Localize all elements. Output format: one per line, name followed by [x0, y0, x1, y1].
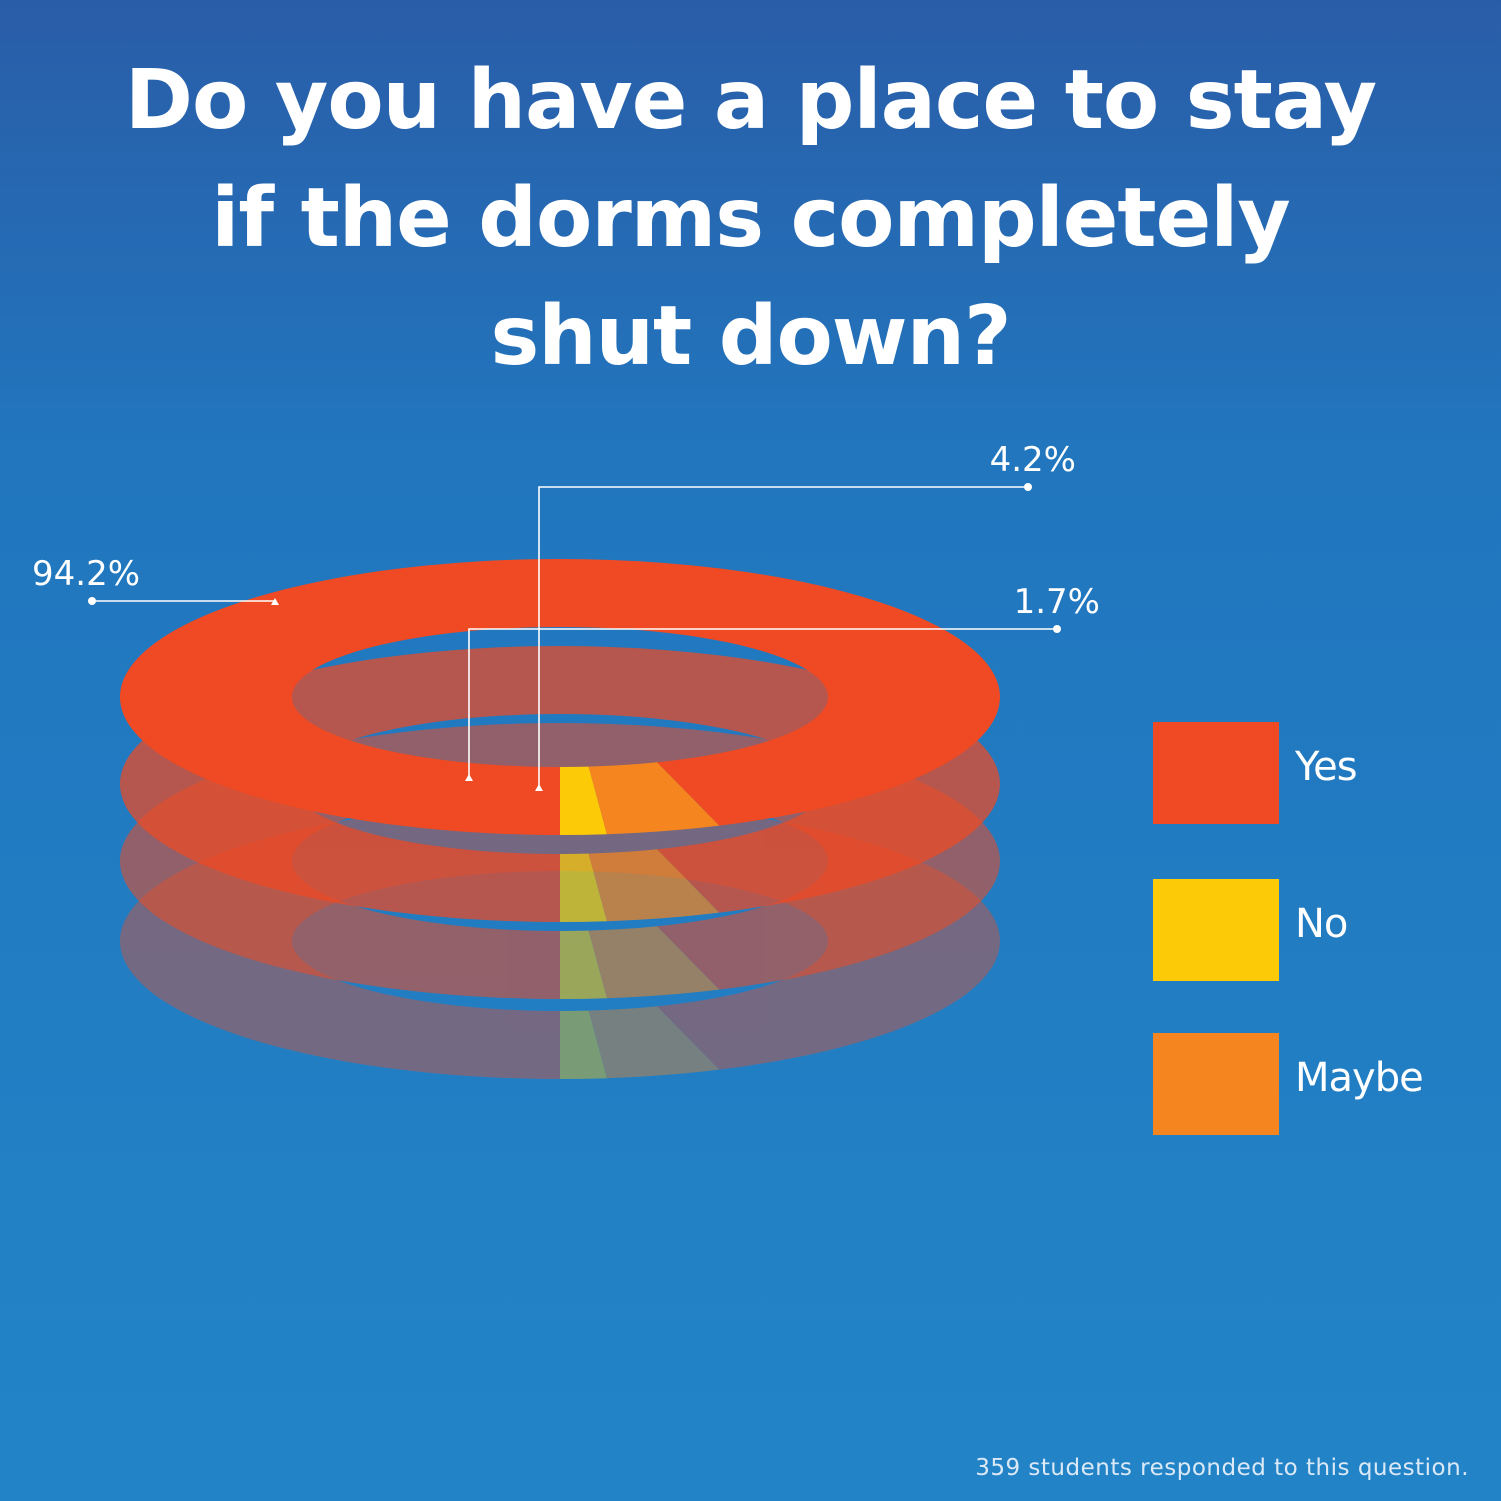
- leader-anchor-no: [465, 774, 473, 781]
- footnote: 359 students responded to this question.: [975, 1455, 1469, 1481]
- legend-label-no: No: [1295, 901, 1348, 947]
- title-line-2: if the dorms completely: [211, 171, 1291, 266]
- legend-item-no: No: [1153, 879, 1493, 981]
- ring-slice-maybe: [588, 926, 720, 999]
- ring-slice-maybe: [588, 1006, 720, 1079]
- ring-slice-no: [560, 766, 607, 836]
- legend-item-yes: Yes: [1153, 722, 1493, 824]
- pct-label-yes: 94.2%: [32, 554, 140, 594]
- ring-slice-no: [560, 930, 607, 999]
- legend-item-maybe: Maybe: [1153, 1033, 1493, 1135]
- leader-anchor-yes: [271, 598, 279, 605]
- leader-dot-yes: [88, 597, 96, 605]
- legend-swatch-maybe: [1153, 1033, 1279, 1135]
- leader-line-no: [468, 628, 1057, 777]
- ring-slice-maybe: [588, 849, 720, 922]
- leader-lines: [88, 483, 1061, 791]
- ring-slice-maybe: [588, 762, 720, 835]
- leader-dot-no: [1053, 625, 1061, 633]
- ring-slice-no: [560, 1010, 607, 1079]
- ring-slice-no: [560, 853, 607, 922]
- title-line-3: shut down?: [490, 289, 1011, 384]
- ring-layers: [119, 559, 1000, 1079]
- ring-layer-4: [119, 559, 1000, 836]
- legend-label-yes: Yes: [1295, 744, 1358, 790]
- leader-dot-maybe: [1024, 483, 1032, 491]
- percentage-labels: 94.2% 1.7% 4.2%: [32, 440, 1100, 622]
- ring-layer-3: [119, 646, 1000, 922]
- legend-swatch-no: [1153, 879, 1279, 981]
- legend-swatch-yes: [1153, 722, 1279, 824]
- ring-slice-yes: [119, 559, 1000, 836]
- title-line-1: Do you have a place to stay: [124, 53, 1377, 148]
- pct-label-no: 1.7%: [1014, 582, 1100, 622]
- chart-title: Do you have a place to stay if the dorms…: [0, 42, 1501, 396]
- legend-label-maybe: Maybe: [1295, 1055, 1424, 1101]
- leader-anchor-maybe: [535, 784, 543, 791]
- ring-slice-yes: [119, 646, 1000, 922]
- pct-label-maybe: 4.2%: [990, 440, 1076, 480]
- leader-line-maybe: [538, 486, 1028, 787]
